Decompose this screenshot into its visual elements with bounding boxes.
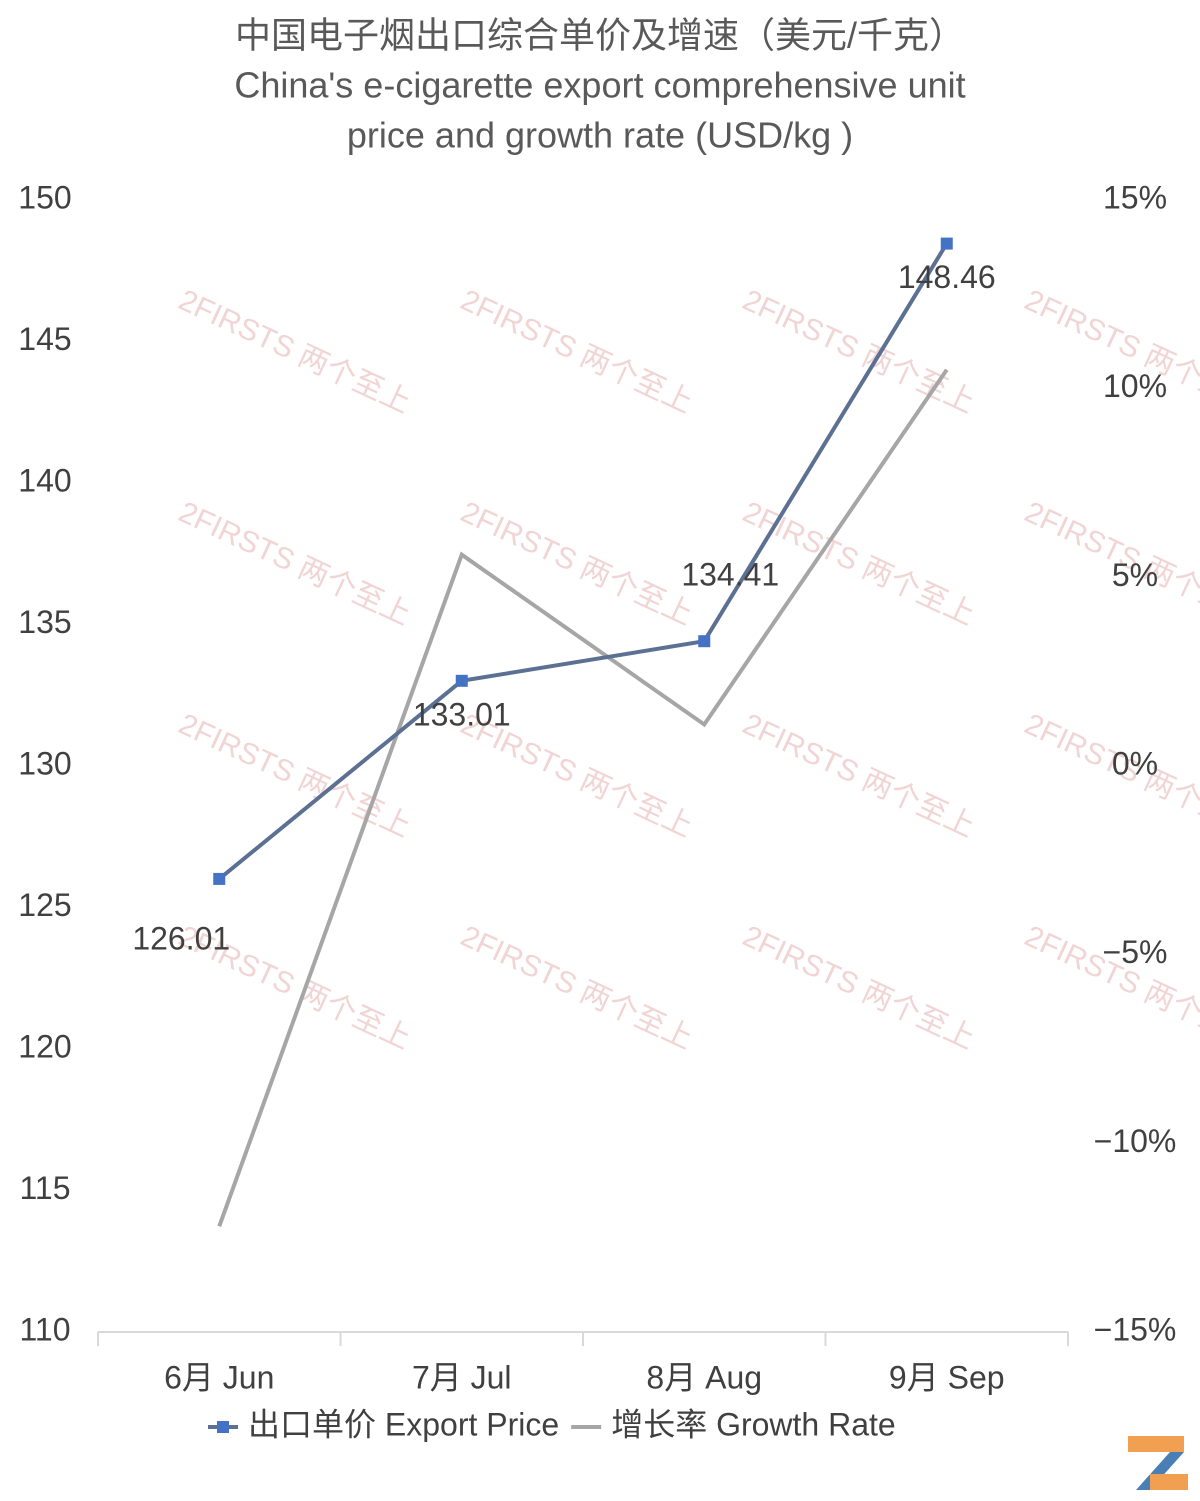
watermark: 2FIRSTS 两个至上 xyxy=(738,920,980,1056)
data-label: 126.01 xyxy=(132,920,230,956)
y2-tick-label: 0% xyxy=(1112,745,1158,781)
y2-tick-label: 10% xyxy=(1103,368,1167,404)
chart-title: 中国电子烟出口综合单价及增速（美元/千克） xyxy=(235,15,965,56)
watermark: 2FIRSTS 两个至上 xyxy=(738,284,980,420)
y-tick-label: 115 xyxy=(19,1170,70,1206)
y-tick-label: 110 xyxy=(19,1311,70,1347)
y2-tick-label: 5% xyxy=(1112,557,1158,593)
y2-tick-label: −5% xyxy=(1103,934,1168,970)
marker xyxy=(213,872,226,885)
y-tick-label: 125 xyxy=(18,887,71,923)
watermark: 2FIRSTS 两个至上 xyxy=(456,920,698,1056)
watermark: 2FIRSTS 两个至上 xyxy=(456,284,698,420)
y-tick-label: 150 xyxy=(18,179,71,215)
data-label: 134.41 xyxy=(681,557,779,593)
y-tick-label: 135 xyxy=(18,604,71,640)
legend-label: 出口单价 Export Price xyxy=(248,1406,559,1442)
series-line xyxy=(217,368,949,1228)
watermark: 2FIRSTS 两个至上 xyxy=(738,708,980,844)
watermark: 2FIRSTS 两个至上 xyxy=(1020,708,1200,844)
marker xyxy=(455,674,468,687)
watermark: 2FIRSTS 两个至上 xyxy=(174,708,416,844)
watermark: 2FIRSTS 两个至上 xyxy=(174,284,416,420)
legend-marker xyxy=(217,1421,229,1433)
watermark: 2FIRSTS 两个至上 xyxy=(1020,496,1200,632)
chart-title: price and growth rate (USD/kg ) xyxy=(347,115,853,156)
data-label: 148.46 xyxy=(898,259,996,295)
chart-title: China's e-cigarette export comprehensive… xyxy=(234,65,965,106)
series-line xyxy=(217,242,949,881)
marker xyxy=(940,237,953,250)
y2-tick-label: −10% xyxy=(1094,1123,1177,1159)
data-label: 133.01 xyxy=(413,696,511,732)
marker xyxy=(698,635,711,648)
watermark: 2FIRSTS 两个至上 xyxy=(456,496,698,632)
logo xyxy=(1128,1436,1188,1490)
y2-tick-label: 15% xyxy=(1103,179,1167,215)
x-tick-label: 6月 Jun xyxy=(164,1359,274,1395)
y-tick-label: 140 xyxy=(18,462,71,498)
y-tick-label: 130 xyxy=(18,745,71,781)
y2-tick-label: −15% xyxy=(1094,1311,1177,1347)
x-tick-label: 7月 Jul xyxy=(412,1359,512,1395)
legend-label: 增长率 Growth Rate xyxy=(611,1406,896,1442)
y-tick-label: 145 xyxy=(18,321,71,357)
watermark: 2FIRSTS 两个至上 xyxy=(174,496,416,632)
x-tick-label: 8月 Aug xyxy=(646,1359,762,1395)
y-tick-label: 120 xyxy=(18,1028,71,1064)
x-tick-label: 9月 Sep xyxy=(889,1359,1005,1395)
